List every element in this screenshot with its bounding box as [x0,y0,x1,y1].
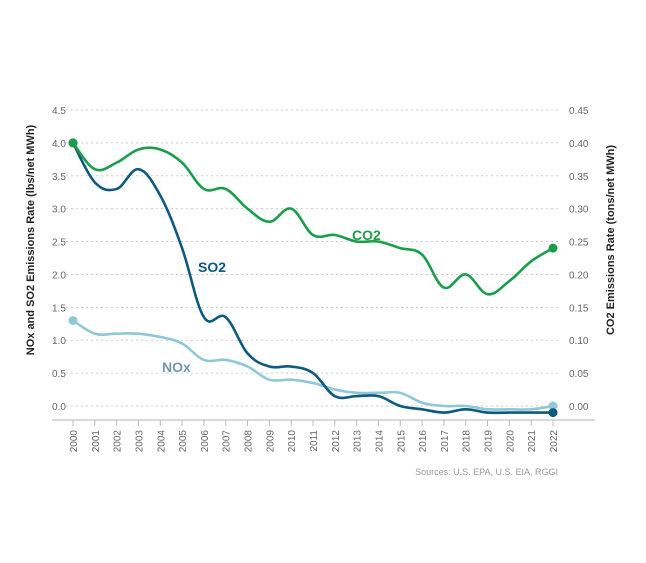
x-tick-label: 2003 [134,430,145,453]
left-tick-label: 4.0 [52,139,66,150]
right-tick-label: 0.45 [569,106,589,117]
x-tick-label: 2001 [91,430,102,453]
nox-line [71,319,555,411]
right-tick-label: 0.25 [569,238,589,249]
series-endpoints [68,138,558,418]
left-tick-label: 1.0 [52,336,66,347]
so2-line [71,141,555,415]
x-tick-label: 2005 [178,430,189,453]
so2-endpoint [548,408,558,418]
left-axis-ticks: 0.0 0.5 1.0 1.5 2.0 2.5 3.0 3.5 4.0 4.5 [52,106,66,413]
left-tick-label: 1.5 [52,303,66,314]
x-tick-label: 2013 [353,430,364,453]
x-tick-label: 2015 [396,430,407,453]
co2-series-label: CO2 [352,227,381,243]
right-tick-label: 0.35 [569,172,589,183]
right-tick-label: 0.10 [569,336,589,347]
source-note: Sources: U.S. EPA, U.S. EIA, RGGI [415,467,558,477]
x-axis-ticks: 2000 2001 2002 2003 2004 2005 2006 2007 2008 2009… [69,420,560,452]
co2-line [71,141,555,296]
co2-endpoint [68,138,78,148]
x-tick-label: 2014 [374,430,385,453]
x-tick-label: 2002 [113,430,124,453]
left-tick-label: 2.5 [52,238,66,249]
x-tick-label: 2022 [549,430,560,453]
left-tick-label: 0.0 [52,402,66,413]
x-tick-label: 2021 [527,430,538,453]
nox-endpoint [548,401,558,411]
left-tick-label: 4.5 [52,106,66,117]
right-tick-label: 0.40 [569,139,589,150]
left-tick-label: 2.0 [52,270,66,281]
series-lines [71,141,555,415]
left-tick-label: 0.5 [52,369,66,380]
x-tick-label: 2004 [156,430,167,453]
gridlines [66,109,558,407]
nox-series-label: NOx [162,359,191,375]
co2-endpoint [548,243,558,253]
x-tick-label: 2010 [287,430,298,453]
so2-series-label: SO2 [198,259,226,275]
x-tick-label: 2012 [331,430,342,453]
nox-endpoint [68,315,78,325]
x-tick-label: 2018 [462,430,473,453]
x-tick-label: 2000 [69,430,80,453]
right-axis-ticks: 0.00 0.05 0.10 0.15 0.20 0.25 0.30 0.35 0.40 0.45 [569,106,589,413]
right-tick-label: 0.05 [569,369,589,380]
x-tick-label: 2016 [418,430,429,453]
right-tick-label: 0.15 [569,303,589,314]
left-tick-label: 3.5 [52,172,66,183]
x-tick-label: 2017 [440,430,451,453]
right-tick-label: 0.20 [569,270,589,281]
x-tick-label: 2020 [505,430,516,453]
left-axis-title: NOx and SO2 Emissions Rate (lbs/net MWh) [25,124,37,355]
x-tick-label: 2011 [309,430,320,452]
x-tick-label: 2008 [244,430,255,453]
right-tick-label: 0.00 [569,402,589,413]
x-tick-label: 2007 [222,430,233,453]
right-tick-label: 0.30 [569,205,589,216]
x-tick-label: 2019 [484,430,495,453]
x-tick-label: 2009 [265,430,276,453]
x-tick-label: 2006 [200,430,211,453]
right-axis-title: CO2 Emissions Rate (tons/net MWh) [605,145,617,335]
left-tick-label: 3.0 [52,205,66,216]
